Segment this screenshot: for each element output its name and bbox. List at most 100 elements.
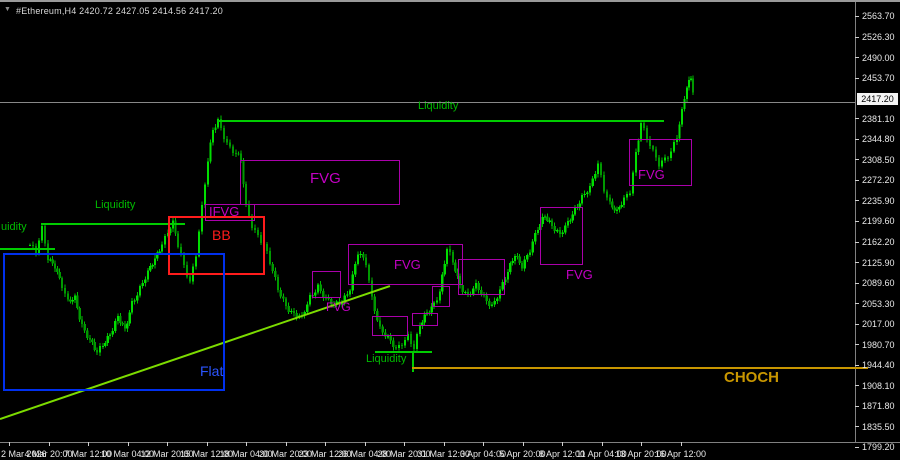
price-axis-label: 2563.70 [862, 11, 895, 21]
time-axis-tick [88, 442, 89, 446]
time-axis-tick [325, 442, 326, 446]
price-axis-label: 1908.10 [862, 380, 895, 391]
liquidity-line-left-2[interactable] [0, 248, 55, 250]
fvg-label-d[interactable]: FVG [566, 267, 593, 282]
time-axis-label: 2 Mar 2026 [1, 449, 47, 459]
time-axis-label: 23 Mar 12:00 [298, 449, 352, 459]
time-axis-tick [562, 442, 563, 446]
liquidity-line-top[interactable] [218, 120, 664, 122]
liquidity-label-top[interactable]: Liquidity [418, 100, 459, 112]
time-axis-tick [443, 442, 445, 446]
price-axis-label: 1799.20 [862, 442, 895, 453]
price-axis-label: 1835.50 [862, 421, 895, 432]
price-axis-label: 2053.30 [862, 298, 895, 309]
fvg-box-small-4[interactable] [432, 286, 450, 307]
time-axis-tick [364, 442, 366, 446]
price-axis-label: 2526.30 [862, 32, 895, 43]
fvg-box-right[interactable] [629, 139, 692, 186]
time-axis-label: 26 Mar 04:00 [337, 449, 392, 459]
time-axis-label: 28 Mar 20:00 [377, 449, 431, 459]
flat-label[interactable]: Flat [200, 363, 224, 379]
flat-box[interactable] [3, 253, 225, 391]
liquidity-line-bottom[interactable] [375, 351, 432, 353]
ifvg-label[interactable]: IFVG [209, 204, 240, 219]
liquidity-label-clipped[interactable]: uidity [1, 221, 27, 233]
chart-title-bar: ▼ #Ethereum,H4 2420.72 2427.05 2414.56 2… [0, 4, 900, 18]
price-axis-tick [855, 15, 859, 17]
price-axis-tick [855, 282, 859, 284]
fvg-label-mid[interactable]: FVG [394, 257, 421, 272]
time-axis-tick [9, 442, 10, 446]
time-axis-tick [483, 442, 484, 446]
time-axis-label: 15 Mar 12:00 [179, 449, 234, 459]
price-axis-label: 2199.60 [862, 216, 895, 227]
fvg-box-top[interactable] [240, 160, 400, 205]
time-axis-tick [285, 442, 287, 446]
price-axis-tick [855, 323, 859, 325]
time-axis-label: 11 Apr 04:00 [576, 449, 627, 459]
price-axis-label: 2125.90 [862, 257, 895, 268]
price-axis-tick [855, 159, 859, 161]
ifvg-box[interactable] [205, 204, 255, 221]
current-price-line[interactable] [0, 101, 855, 103]
price-axis-tick [855, 77, 859, 79]
price-axis-label: 2344.80 [862, 134, 895, 145]
price-axis-label: 1871.80 [862, 401, 895, 412]
time-axis-label: 4 Mar 20:00 [24, 449, 73, 459]
fvg-box-small-2[interactable] [372, 316, 408, 336]
time-axis-tick [522, 442, 524, 446]
liquidity-label-left[interactable]: Liquidity [95, 199, 136, 211]
price-axis-label: 1944.40 [862, 360, 895, 371]
time-axis-label: 13 Apr 20:00 [615, 449, 667, 459]
liquidity-line-left[interactable] [41, 223, 185, 225]
time-axis-tick [167, 442, 168, 446]
time-axis-tick [206, 442, 208, 446]
fvg-label-small[interactable]: FVG [326, 300, 351, 314]
price-axis-label: 2272.20 [862, 175, 895, 186]
chart-marker-icon: ▼ [4, 6, 11, 13]
price-axis-tick [855, 138, 859, 140]
time-axis-label: 3 Apr 04:00 [459, 449, 507, 459]
price-axis-tick [855, 385, 859, 387]
time-axis-label: 5 Apr 20:00 [499, 449, 546, 459]
price-axis-tick [855, 344, 859, 346]
time-axis-tick [48, 442, 50, 446]
fvg-box-mid[interactable] [348, 244, 463, 285]
time-axis-label: 31 Mar 12:00 [416, 449, 471, 459]
fvg-label-right[interactable]: FVG [638, 167, 665, 182]
price-axis-tick [855, 118, 859, 120]
price-axis-tick [855, 57, 859, 59]
fvg-label-top[interactable]: FVG [310, 170, 341, 187]
price-axis-label: 2308.50 [862, 154, 895, 165]
current-price-tag: 2417.20 [857, 92, 898, 105]
price-axis-tick [855, 179, 859, 181]
price-axis-tick [855, 426, 859, 428]
liquidity-label-bottom[interactable]: Liquidity [366, 353, 407, 365]
price-axis-label: 2089.60 [862, 278, 895, 289]
time-axis-tick [601, 442, 603, 446]
time-axis-label: 7 Mar 12:00 [63, 449, 113, 459]
price-axis-tick [855, 241, 859, 243]
price-axis-label: 2017.00 [862, 319, 895, 330]
price-axis-tick [855, 262, 859, 264]
choch-label[interactable]: CHOCH [724, 369, 779, 386]
price-axis-label: 2453.70 [862, 73, 895, 84]
fvg-box-overlap[interactable] [458, 259, 505, 295]
price-axis-tick [855, 36, 859, 38]
bb-box[interactable] [168, 216, 265, 275]
price-axis-label: 2381.10 [862, 113, 895, 124]
time-axis-label: 18 Mar 04:00 [219, 449, 273, 459]
liquidity-connector-line[interactable] [412, 352, 414, 372]
time-axis-label: 8 Apr 12:00 [538, 449, 586, 459]
fvg-box-small-3[interactable] [412, 313, 438, 326]
price-axis-label: 1980.70 [862, 339, 895, 350]
fvg-box-d[interactable] [540, 207, 583, 265]
choch-line[interactable] [412, 367, 868, 369]
chart-title: #Ethereum,H4 2420.72 2427.05 2414.56 241… [16, 6, 223, 16]
bb-label[interactable]: BB [212, 227, 231, 243]
fvg-box-small-1[interactable] [312, 271, 341, 298]
time-axis-label: 10 Mar 04:00 [100, 449, 155, 459]
time-axis-label: 20 Mar 20:00 [258, 449, 313, 459]
